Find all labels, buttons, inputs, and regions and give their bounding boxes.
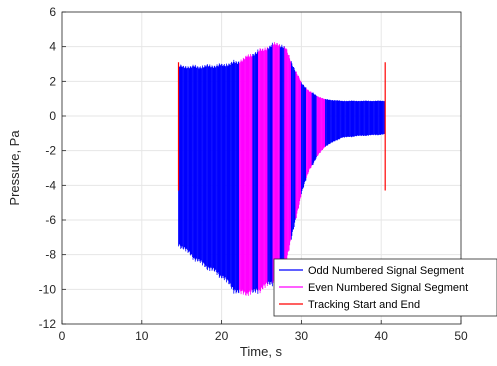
y-axis-label: Pressure, Pa — [7, 130, 22, 206]
y-tick-label: 6 — [49, 5, 56, 19]
y-tick-label: -2 — [45, 144, 56, 158]
x-axis-label: Time, s — [240, 344, 283, 359]
x-tick-label: 40 — [375, 329, 389, 343]
plot-frame — [61, 11, 462, 325]
y-tick-label: 4 — [49, 40, 56, 54]
legend: Odd Numbered Signal Segment Even Numbere… — [273, 258, 497, 317]
x-tick-label: 10 — [135, 329, 149, 343]
legend-label-even: Even Numbered Signal Segment — [308, 282, 468, 294]
x-tick-label: 0 — [59, 329, 66, 343]
y-tick-label: -4 — [45, 178, 56, 192]
x-tick-label: 30 — [295, 329, 309, 343]
legend-box — [273, 258, 497, 317]
legend-label-odd: Odd Numbered Signal Segment — [308, 265, 464, 277]
y-tick-label: -12 — [39, 317, 57, 331]
x-ticks: 0 10 20 30 40 50 — [59, 320, 468, 343]
y-tick-label: 0 — [49, 109, 56, 123]
tracking-markers — [177, 62, 386, 191]
y-ticks: -12 -10 -8 -6 -4 -2 0 2 4 6 — [39, 5, 66, 331]
x-tick-label: 20 — [215, 329, 229, 343]
x-tick-label: 50 — [454, 329, 468, 343]
y-tick-label: -10 — [39, 282, 57, 296]
plot-area — [178, 42, 386, 296]
y-tick-label: -6 — [45, 213, 56, 227]
y-tick-label: 2 — [49, 74, 56, 88]
legend-label-tracking: Tracking Start and End — [308, 299, 420, 311]
y-tick-label: -8 — [45, 248, 56, 262]
